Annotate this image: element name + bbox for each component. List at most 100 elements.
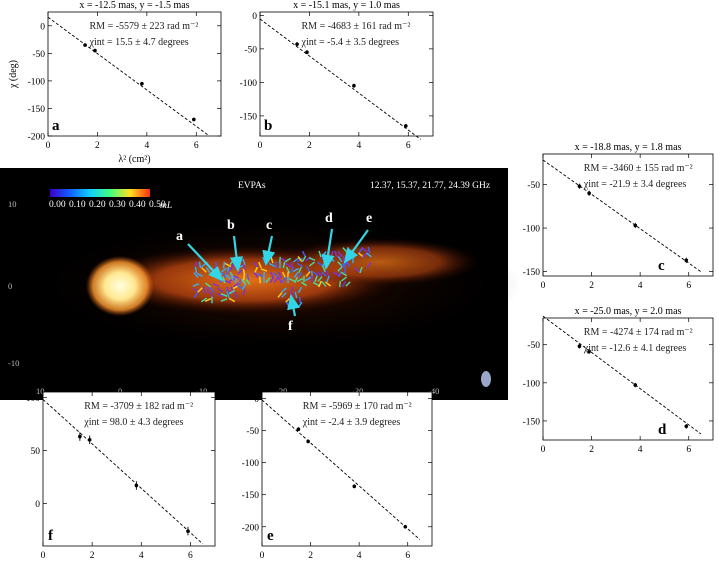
evpa-vector bbox=[312, 281, 320, 287]
x-tick-label: 6 bbox=[686, 445, 691, 455]
evpa-vector bbox=[245, 279, 251, 285]
evpa-vector bbox=[230, 273, 234, 281]
x-tick-label: 4 bbox=[638, 281, 643, 291]
panel-label: f bbox=[48, 528, 54, 544]
evpa-vector bbox=[194, 266, 198, 274]
x-tick-label: 2 bbox=[589, 281, 594, 291]
fit-line bbox=[42, 399, 204, 545]
data-point bbox=[352, 83, 356, 88]
x-tick-label: 2 bbox=[90, 551, 95, 561]
panel-frame bbox=[542, 317, 714, 441]
y-tick-label: -50 bbox=[246, 427, 259, 437]
beam-ellipse bbox=[481, 371, 491, 387]
data-point bbox=[134, 483, 139, 488]
evpa-vector bbox=[296, 262, 304, 268]
evpa-vector bbox=[256, 272, 264, 278]
evpa-vector bbox=[318, 250, 322, 258]
evpa-vector bbox=[345, 281, 351, 287]
evpa-vector bbox=[281, 287, 287, 293]
x-tick-label: 0 bbox=[260, 551, 265, 561]
map-y-tick: 0 bbox=[8, 281, 12, 291]
evpa-vector bbox=[209, 287, 215, 293]
callout-label-f: f bbox=[288, 319, 293, 334]
panel-label: b bbox=[264, 118, 272, 134]
evpa-vector bbox=[305, 265, 311, 273]
data-point bbox=[93, 48, 97, 53]
callout-arrow bbox=[262, 235, 276, 267]
evpa-vector bbox=[242, 288, 246, 296]
evpa-vector bbox=[337, 251, 343, 257]
rm-panel-a: x = -12.5 mas, y = -1.5 mas 0 2 4 6 0 -50 -100 -… bbox=[8, 0, 222, 165]
evpa-vector bbox=[192, 283, 200, 287]
rm-annotation: RM = -3460 ± 155 rad m⁻² bbox=[584, 163, 693, 174]
evpa-vector bbox=[293, 257, 299, 263]
y-tick-label: -100 bbox=[240, 79, 258, 89]
y-tick-label: 50 bbox=[31, 447, 41, 457]
y-tick-label: -50 bbox=[32, 50, 45, 60]
jet-emission-outer bbox=[280, 238, 480, 286]
y-tick-label: 0 bbox=[40, 22, 45, 32]
y-tick-label: -100 bbox=[242, 459, 260, 469]
evpa-vector bbox=[343, 266, 347, 274]
evpa-vector bbox=[341, 280, 347, 288]
evpa-vector bbox=[198, 261, 202, 269]
x-tick-label: 2 bbox=[307, 141, 312, 151]
panel-frame bbox=[261, 391, 433, 547]
evpa-vector bbox=[321, 281, 327, 287]
evpa-vector bbox=[210, 291, 214, 299]
y-tick-label: -100 bbox=[523, 379, 541, 389]
evpa-vector bbox=[317, 276, 323, 282]
data-point bbox=[87, 437, 92, 442]
x-tick-label: 0 bbox=[541, 445, 546, 455]
map-x-tick: -10 bbox=[196, 386, 207, 396]
data-point bbox=[83, 43, 87, 47]
evpa-vector bbox=[253, 271, 259, 279]
x-tick-label: 0 bbox=[541, 281, 546, 291]
callout-arrow bbox=[229, 235, 244, 273]
evpa-vector bbox=[285, 266, 291, 274]
colorbar-tick: 0.10 bbox=[69, 200, 86, 210]
evpa-vector bbox=[273, 272, 279, 278]
rm-annotation: RM = -4683 ± 161 rad m⁻² bbox=[302, 21, 411, 32]
evpa-vector bbox=[193, 272, 199, 278]
evpa-vector bbox=[226, 288, 230, 296]
x-tick-label: 4 bbox=[356, 141, 361, 151]
y-tick-label: -200 bbox=[28, 133, 46, 143]
chi-annotation: χint = -12.6 ± 4.1 degrees bbox=[583, 343, 687, 354]
evpa-vector bbox=[325, 281, 331, 287]
panel-label: a bbox=[52, 118, 60, 134]
y-tick-label: -150 bbox=[523, 417, 541, 427]
evpa-vector bbox=[224, 280, 232, 284]
evpa-vector bbox=[216, 292, 224, 298]
y-tick-label: 0 bbox=[254, 395, 259, 405]
evpa-vector bbox=[297, 256, 303, 262]
callout-arrow bbox=[287, 293, 301, 317]
map-frequencies: 12.37, 15.37, 21.77, 24.39 GHz bbox=[370, 181, 490, 191]
data-point bbox=[587, 349, 591, 354]
evpa-vector bbox=[224, 262, 232, 268]
chi-annotation: χint = 15.5 ± 4.7 degrees bbox=[89, 37, 189, 48]
colorbar-tick: 0.40 bbox=[129, 200, 146, 210]
rm-panel-b: x = -15.1 mas, y = 1.0 mas 0 2 4 6 0 -50 -100 -1… bbox=[240, 0, 434, 151]
colorbar-tick: 0.20 bbox=[89, 200, 106, 210]
evpa-vector bbox=[282, 261, 286, 269]
evpa-vector bbox=[220, 293, 228, 297]
evpa-vector bbox=[284, 257, 292, 263]
map-y-tick: 10 bbox=[8, 199, 17, 209]
evpa-vector bbox=[293, 276, 299, 284]
x-tick-label: 4 bbox=[139, 551, 144, 561]
map-title: EVPAs bbox=[238, 181, 266, 191]
evpa-vector bbox=[196, 272, 204, 278]
y-tick-label: -150 bbox=[523, 268, 541, 278]
fit-line bbox=[542, 159, 702, 273]
evpa-vector bbox=[297, 272, 303, 278]
x-tick-label: 4 bbox=[357, 551, 362, 561]
panel-label: d bbox=[658, 422, 667, 438]
panel-title: x = -18.8 mas, y = 1.8 mas bbox=[575, 142, 682, 153]
evpa-vector bbox=[293, 271, 299, 279]
evpa-vector bbox=[366, 261, 372, 269]
data-point bbox=[306, 439, 310, 444]
